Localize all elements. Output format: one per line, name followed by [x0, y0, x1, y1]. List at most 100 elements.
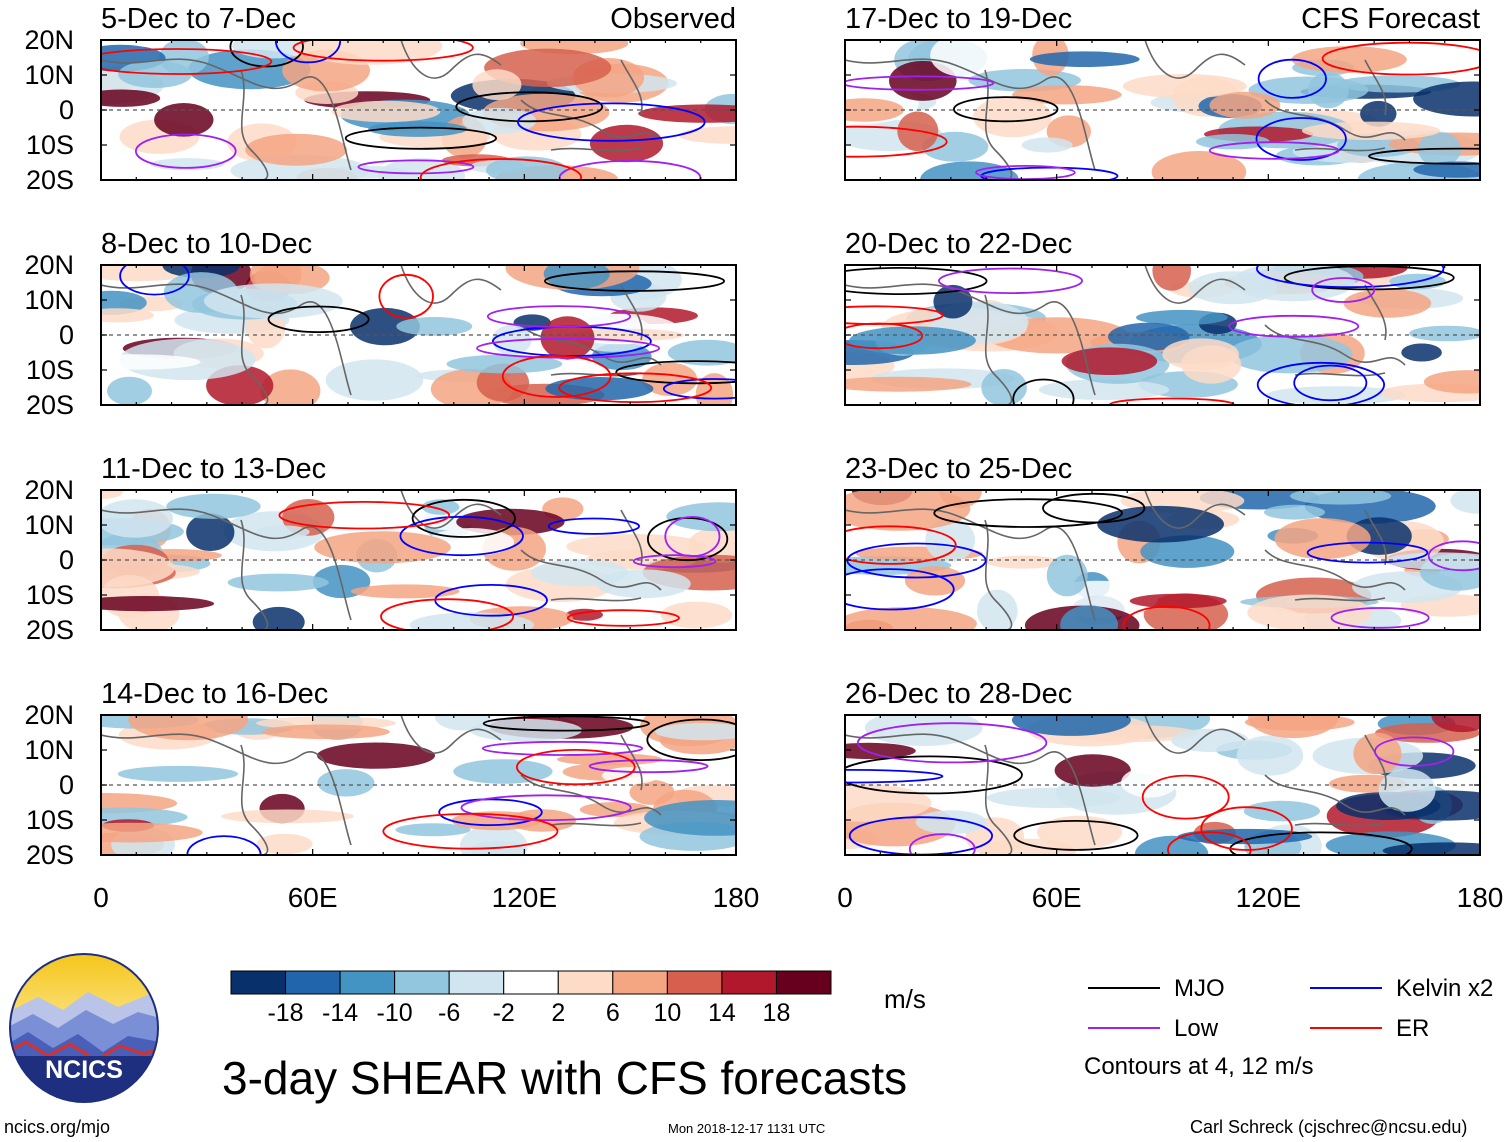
shear-shading-blob: [973, 96, 1052, 138]
contour-low: [845, 75, 995, 91]
colorbar-swatch: [503, 970, 559, 995]
shear-shading-blob: [915, 810, 987, 835]
y-tick-label: 20S: [25, 165, 74, 195]
shear-shading-blob: [667, 339, 736, 366]
shear-map-panel: [100, 264, 737, 406]
coastline: [400, 40, 502, 79]
contour-er: [419, 158, 582, 180]
shear-shading-blob: [1243, 800, 1320, 822]
shear-map-panel: [100, 714, 737, 856]
coastline: [1144, 265, 1246, 304]
contour-low: [908, 833, 976, 855]
shear-map-panel: [100, 39, 737, 181]
panel-title: 5-Dec to 7-Dec: [101, 3, 297, 35]
shear-shading-blob: [101, 596, 215, 612]
coastline: [101, 508, 352, 621]
legend-swatch-low: [1088, 1027, 1160, 1029]
x-tick-label: 180: [712, 882, 760, 913]
contour-low: [460, 794, 632, 821]
shear-shading-blob: [262, 724, 390, 740]
chart-title: 3-day SHEAR with CFS forecasts: [222, 1052, 908, 1104]
panel-title: 26-Dec to 28-Dec: [845, 678, 1073, 710]
shear-shading-blob: [255, 525, 310, 539]
shear-shading-blob: [252, 606, 305, 630]
colorbar-swatch: [666, 970, 723, 995]
shear-shading-blob: [1291, 46, 1407, 73]
shear-shading-blob: [203, 283, 343, 319]
contour-mjo: [543, 270, 725, 292]
shear-shading-blob: [1011, 715, 1131, 736]
contour-kelvin-x2: [1293, 364, 1368, 402]
shear-shading-blob: [1196, 134, 1270, 150]
shear-shading-blob: [325, 359, 424, 401]
legend-swatch-kelvin-x2: [1310, 987, 1382, 989]
contour-low: [1311, 277, 1376, 303]
shear-shading-blob: [1121, 767, 1178, 798]
shear-shading-blob: [317, 742, 435, 769]
coastline: [984, 744, 1013, 855]
shear-shading-blob: [845, 376, 972, 392]
y-tick-label: 10N: [24, 60, 74, 90]
shear-shading-blob: [101, 308, 154, 323]
shear-shading-blob: [368, 121, 467, 137]
coastline: [984, 294, 1013, 405]
y-tick-label: 20S: [25, 840, 74, 870]
contour-mjo: [646, 718, 736, 761]
contour-low: [588, 759, 709, 774]
coastline: [1144, 40, 1246, 79]
contour-low: [1208, 141, 1340, 160]
contour-kelvin-x2: [516, 102, 706, 142]
contour-low: [938, 267, 1083, 295]
shear-shading-blob: [845, 607, 977, 630]
shear-shading-blob: [396, 317, 473, 336]
footer-url[interactable]: ncics.org/mjo: [4, 1117, 111, 1137]
coastline: [1294, 597, 1386, 602]
logo-text: NCICS: [45, 1056, 123, 1084]
shear-shading-blob: [889, 60, 957, 101]
coastline: [1364, 284, 1387, 341]
coastline: [620, 509, 643, 566]
shear-shading-blob: [655, 723, 736, 741]
shear-shading-blob: [107, 376, 152, 405]
colorbar-swatch: [557, 970, 614, 995]
shear-shading-blob: [845, 742, 916, 759]
contour-low: [135, 133, 237, 169]
coastline: [550, 147, 642, 152]
shear-shading-blob: [1353, 732, 1402, 775]
y-tick-label: 10S: [25, 580, 74, 610]
coastline: [1144, 490, 1246, 529]
shear-shading-blob: [987, 555, 1060, 569]
shear-shading-blob: [1264, 504, 1325, 520]
shear-shading-blob: [1236, 735, 1304, 776]
contour-mjo: [1283, 265, 1455, 291]
shear-shading-blob: [1274, 518, 1371, 560]
contour-er: [382, 813, 559, 850]
colorbar-tick-label: 6: [605, 999, 620, 1027]
shear-shading-blob: [154, 103, 214, 137]
contour-low: [1374, 736, 1455, 767]
shear-shading-blob: [101, 822, 203, 843]
coastline: [240, 69, 269, 180]
contour-mjo: [845, 267, 988, 295]
x-tick-label: 0: [837, 882, 853, 913]
coastline: [240, 744, 269, 855]
y-tick-label: 10S: [25, 130, 74, 160]
colorbar-tick-label: 14: [708, 999, 736, 1027]
contour-er: [278, 501, 451, 530]
contour-mjo: [229, 40, 304, 68]
shear-shading-blob: [1413, 161, 1480, 178]
contour-er: [1200, 806, 1293, 851]
shear-shading-blob: [1290, 490, 1392, 505]
shear-shading-blob: [1423, 370, 1480, 394]
y-tick-label: 0: [58, 320, 74, 350]
shear-shading-blob: [1409, 325, 1480, 342]
y-tick-label: 10S: [25, 355, 74, 385]
legend-label: Low: [1174, 1015, 1219, 1042]
shear-shading-blob: [166, 493, 261, 519]
contour-mjo: [1368, 147, 1480, 165]
shear-shading-blob: [666, 502, 736, 532]
x-tick-label: 0: [93, 882, 109, 913]
coastline: [1364, 734, 1387, 791]
shear-shading-blob: [688, 526, 736, 563]
contour-er: [380, 598, 515, 630]
